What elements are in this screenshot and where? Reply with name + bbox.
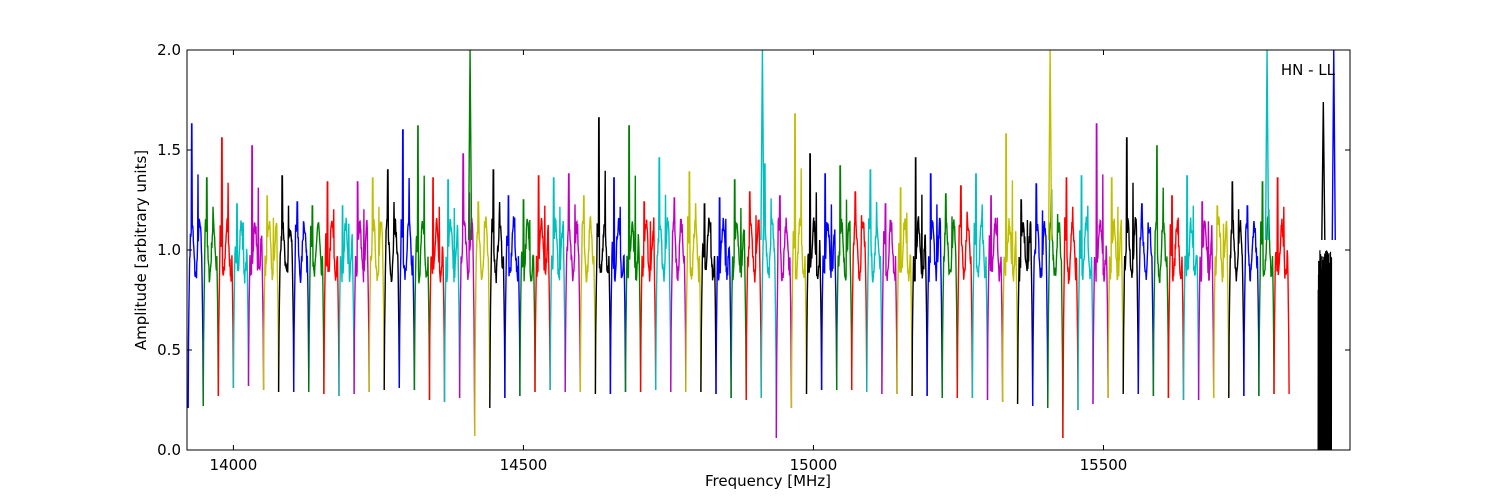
series-line — [217, 137, 235, 397]
series-line — [1212, 205, 1230, 399]
series-line — [383, 169, 400, 391]
y-tick-label: 0.5 — [157, 341, 181, 359]
series-line — [1273, 177, 1290, 395]
plot-background — [187, 50, 1350, 450]
spike-line — [1047, 50, 1053, 241]
ticks-layer: 14000 14500 15000 15500 0.0 0.5 1.0 1.5 2.0 — [157, 41, 1350, 474]
spike-line — [467, 50, 473, 241]
series-line — [1258, 181, 1275, 397]
x-tick-label: 14000 — [210, 456, 258, 474]
series-line — [247, 145, 265, 391]
series-line — [1197, 201, 1215, 401]
x-tick-label: 14500 — [500, 456, 548, 474]
series-line — [1243, 205, 1260, 397]
series-line — [428, 177, 446, 403]
series-line — [881, 203, 898, 395]
series-line — [836, 165, 853, 391]
series-line — [1062, 177, 1079, 439]
series-line — [232, 203, 250, 389]
series-line — [1167, 195, 1185, 401]
y-tick-label: 1.5 — [157, 141, 181, 159]
series-line — [775, 195, 793, 439]
series-line — [474, 201, 491, 437]
series-line — [187, 123, 204, 409]
series-line — [368, 177, 385, 393]
series-line — [262, 195, 280, 393]
series-line — [971, 173, 989, 401]
series-line — [956, 185, 974, 399]
series-line — [564, 173, 581, 393]
series-line — [534, 175, 551, 393]
series-line — [700, 203, 717, 395]
series-line — [458, 153, 476, 437]
series-line — [624, 125, 642, 393]
series-line — [926, 173, 943, 399]
series-line — [851, 191, 868, 393]
series-line — [1092, 123, 1109, 405]
spike-line — [760, 50, 765, 241]
series-line — [1016, 199, 1034, 407]
series-line — [941, 193, 958, 399]
y-axis-label: Amplitude [arbitrary units] — [132, 150, 150, 350]
x-axis-label: Frequency [MHz] — [705, 472, 831, 490]
series-line — [896, 187, 913, 397]
series-line — [715, 197, 732, 399]
series-line — [398, 129, 416, 391]
series-line — [1122, 137, 1140, 395]
series-line — [293, 201, 310, 393]
series-line — [820, 173, 838, 391]
series-line — [338, 205, 355, 397]
y-tick-label: 1.0 — [157, 241, 181, 259]
series-line — [504, 195, 521, 399]
series-line — [1077, 175, 1094, 411]
spike-line — [1331, 50, 1336, 241]
series-line — [911, 157, 928, 397]
series-line — [685, 171, 702, 393]
series-line — [443, 179, 461, 403]
x-tick-label: 15500 — [1080, 456, 1128, 474]
series-line — [805, 153, 823, 395]
series-line — [1031, 183, 1049, 409]
spike-line — [1264, 50, 1270, 241]
series-line — [579, 195, 597, 395]
series-line — [1152, 145, 1170, 399]
series-line — [1107, 177, 1124, 399]
data-layer — [187, 50, 1336, 450]
spike-line — [1321, 101, 1326, 241]
series-line — [413, 125, 431, 401]
series-line — [609, 177, 627, 395]
noise-band — [1317, 250, 1333, 450]
series-line — [519, 199, 536, 397]
series-line — [745, 191, 762, 401]
series-line — [1137, 203, 1155, 397]
series-line — [549, 177, 566, 393]
series-line — [986, 195, 1004, 403]
series-line — [323, 181, 340, 397]
series-line — [202, 177, 219, 407]
series-line — [1047, 189, 1064, 439]
series-line — [639, 201, 657, 393]
x-tick-label: 15000 — [790, 456, 838, 474]
series-line — [277, 175, 295, 393]
y-tick-label: 2.0 — [157, 41, 181, 59]
series-line — [1182, 175, 1200, 401]
series-line — [353, 181, 370, 395]
series-line — [866, 169, 883, 395]
series-line — [790, 113, 808, 409]
series-line — [670, 197, 687, 393]
series-line — [1228, 181, 1245, 399]
annotation-label: HN - LL — [1281, 61, 1336, 79]
series-line — [594, 117, 612, 395]
series-line — [1001, 133, 1019, 405]
series-line — [308, 205, 325, 395]
y-tick-label: 0.0 — [157, 441, 181, 459]
series-line — [655, 157, 672, 393]
series-line — [730, 179, 747, 401]
series-line — [489, 169, 506, 409]
